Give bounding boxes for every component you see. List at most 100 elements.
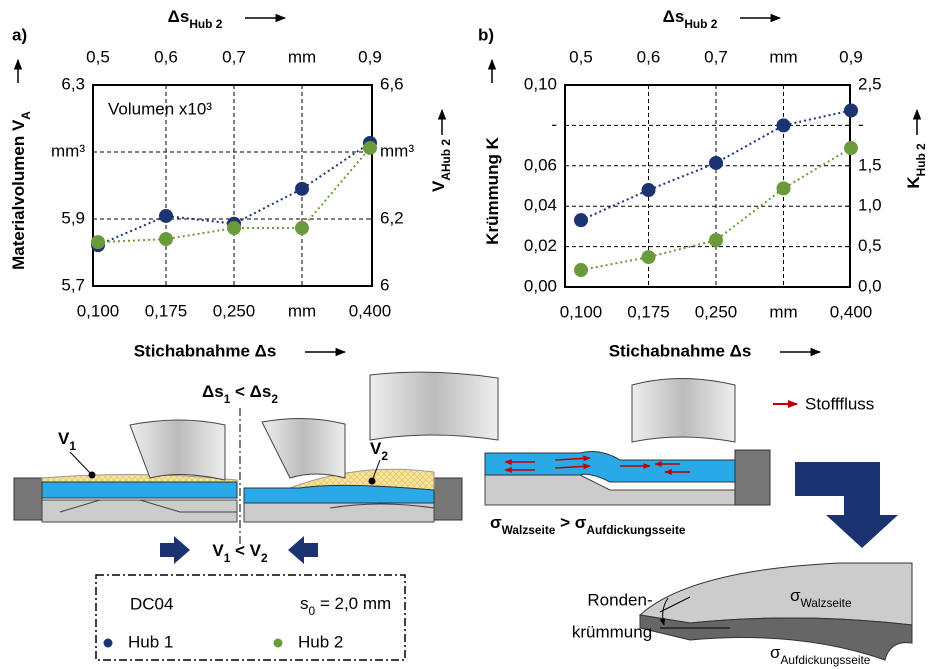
y-tick-label: 5,7: [61, 275, 85, 294]
x-tick-label: 0,400: [830, 302, 873, 321]
data-point: [709, 155, 723, 170]
flow-legend: Stofffluss: [805, 394, 874, 413]
top-tick-label: mm: [769, 47, 797, 66]
y-tick-label: mm³: [51, 141, 85, 160]
y2-tick-label: 0,5: [858, 236, 882, 255]
curvature-label: Ronden-: [587, 590, 652, 609]
stress-relation: σWalzseite > σAufdickungsseite: [490, 513, 686, 537]
subscript: Aufdickungsseite: [586, 523, 685, 537]
series-line: [580, 147, 852, 272]
y-tick-label: 0,04: [524, 196, 557, 215]
y2-tick-label: 1,0: [858, 196, 882, 215]
plot-frame: [92, 84, 373, 287]
y-axis-label: Krümmung K: [483, 136, 502, 244]
y2-tick-label: 6: [380, 275, 389, 294]
text-part: K: [904, 176, 923, 189]
x-axis-label: Stichabnahme Δs: [134, 341, 277, 360]
subscript: 2: [261, 551, 268, 565]
text-part: Δs: [663, 7, 685, 26]
curvature-label: krümmung: [572, 622, 652, 641]
x-tick-label: 0,100: [560, 302, 603, 321]
y-tick-label: 0,02: [524, 236, 557, 255]
volume-label: V1: [58, 429, 76, 453]
text-part: V: [58, 429, 70, 448]
y2-tick-label: 2,5: [858, 74, 882, 93]
top-tick-label: 0,9: [358, 47, 382, 66]
y2-axis-label: KHub 2: [904, 143, 928, 189]
volume-comparison: V1 < V2: [212, 541, 268, 565]
data-point: [295, 181, 309, 196]
top-tick-label: 0,5: [86, 47, 110, 66]
top-axis-label: ΔsHub 2: [663, 7, 718, 31]
data-point: [159, 208, 173, 223]
data-point: [776, 181, 791, 196]
subscript: Hub 2: [189, 17, 222, 31]
x-tick-label: 0,400: [349, 301, 392, 320]
legend-label: Hub 2: [298, 632, 343, 651]
data-point: [159, 232, 173, 247]
text-part: Krümmung K: [483, 136, 502, 244]
data-point: [227, 221, 241, 236]
text-part: = 2,0 mm: [315, 594, 391, 613]
y2-tick-label: 6,6: [380, 74, 404, 93]
y-tick-label: 0,10: [524, 74, 557, 93]
data-point: [574, 263, 588, 278]
sheet-thickness: s0 = 2,0 mm: [300, 594, 391, 618]
right-diagram: [369, 371, 913, 661]
subscript: Walzseite: [502, 523, 556, 537]
text-part: s: [300, 594, 309, 613]
top-tick-label: 0,6: [637, 47, 661, 66]
x-tick-label: 0,175: [145, 301, 188, 320]
y2-tick-label: 6,2: [380, 208, 404, 227]
text-part: > σ: [555, 513, 586, 532]
data-point: [295, 221, 309, 236]
text-part: V: [212, 541, 224, 560]
y2-tick-label: mm³: [380, 141, 414, 160]
data-point: [709, 233, 723, 248]
subscript: 1: [224, 392, 231, 406]
subscript: 0: [309, 604, 316, 618]
top-tick-label: 0,7: [222, 47, 246, 66]
annotation: Volumen x10³: [108, 99, 212, 118]
text-part: < Δs: [230, 382, 271, 401]
x-tick-label: 0,100: [77, 301, 120, 320]
panel-label: a): [12, 25, 27, 44]
x-tick-label: mm: [288, 301, 316, 320]
data-point: [776, 118, 791, 133]
y2-tick-label: 0,0: [858, 276, 882, 295]
subscript: 2: [381, 449, 388, 463]
y-tick-label: -: [551, 115, 557, 134]
text-part: Δs: [202, 382, 224, 401]
x-axis-label: Stichabnahme Δs: [609, 341, 752, 360]
data-point: [641, 183, 656, 198]
y2-tick-label: 1,5: [858, 155, 882, 174]
top-axis-label: ΔsHub 2: [168, 7, 223, 31]
y2-tick-label: -: [858, 115, 864, 134]
subscript: Aufdickungsseite: [781, 653, 871, 667]
top-tick-label: 0,6: [154, 47, 178, 66]
text-part: Materialvolumen V: [9, 119, 28, 270]
y-axis-label: Materialvolumen VA: [9, 111, 33, 270]
y2-axis-label: VAHub 2: [429, 139, 453, 192]
subscript: 2: [271, 392, 278, 406]
plot-frame: [564, 84, 851, 288]
top-tick-label: mm: [288, 47, 316, 66]
left-diagram: [13, 408, 463, 661]
text-part: σ: [790, 586, 801, 605]
data-point: [844, 103, 858, 118]
x-tick-label: 0,250: [695, 302, 738, 321]
subscript: Hub 2: [684, 17, 717, 31]
data-point: [91, 235, 105, 250]
subscript: 1: [224, 551, 231, 565]
panel-label: b): [478, 25, 494, 44]
text-part: σ: [770, 643, 781, 662]
data-point: [641, 250, 656, 265]
material: DC04: [130, 594, 173, 613]
top-tick-label: 0,7: [704, 47, 728, 66]
stress-top: σWalzseite: [790, 586, 852, 610]
y-tick-label: 6,3: [61, 74, 85, 93]
volume-label: V2: [370, 439, 388, 463]
data-point: [574, 213, 588, 228]
legend-marker: [103, 638, 113, 648]
